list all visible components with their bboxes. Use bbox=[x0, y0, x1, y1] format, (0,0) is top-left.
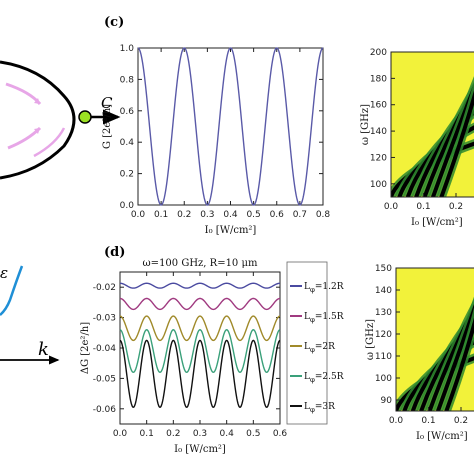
series-line-3 bbox=[119, 315, 281, 342]
x-tick-label: 0.5 bbox=[246, 429, 260, 439]
series-line-G bbox=[137, 47, 324, 206]
node-label: C bbox=[101, 94, 113, 112]
legend-entry: Lφ=1.2R bbox=[304, 282, 344, 294]
x-tick-label: 0.4 bbox=[220, 429, 235, 439]
y-tick-label: -0.04 bbox=[93, 344, 117, 354]
y-tick-label: 140 bbox=[370, 127, 387, 137]
series-line-1 bbox=[119, 282, 281, 289]
y-tick-label: 100 bbox=[375, 374, 392, 384]
x-tick-label: 0.0 bbox=[384, 202, 399, 212]
heatmap-fringe-dark bbox=[436, 304, 474, 411]
y-tick-label: 140 bbox=[375, 286, 392, 296]
x-tick-label: 0.4 bbox=[223, 210, 238, 220]
y-tick-label: 1.0 bbox=[120, 44, 135, 54]
plot-frame bbox=[137, 47, 324, 206]
legend-entry: Lφ=2.5R bbox=[304, 372, 344, 384]
series-line-2 bbox=[119, 297, 281, 311]
x-tick-label: 0.0 bbox=[131, 210, 146, 220]
y-tick-label: 0.2 bbox=[120, 170, 134, 180]
x-tick-label: 0.0 bbox=[389, 416, 404, 426]
heatmap-field bbox=[396, 268, 474, 411]
x-tick-label: 0.2 bbox=[177, 210, 191, 220]
series-line-5 bbox=[119, 339, 281, 409]
y-axis-label: ω [GHz] bbox=[365, 319, 376, 360]
y-tick-label: 180 bbox=[370, 74, 387, 84]
legend-entry: Lφ=2R bbox=[304, 342, 335, 354]
legend-box bbox=[286, 261, 328, 425]
x-tick-label: 0.1 bbox=[140, 429, 154, 439]
x-tick-label: 0.8 bbox=[316, 210, 331, 220]
x-tick-label: 0.1 bbox=[416, 202, 430, 212]
x-tick-label: 0.7 bbox=[293, 210, 307, 220]
y-tick-label: 150 bbox=[375, 264, 392, 274]
y-tick-label: 90 bbox=[381, 396, 393, 406]
dispersion-sketch bbox=[0, 265, 60, 365]
y-axis-label: G [2e²/h] bbox=[102, 104, 113, 149]
heatmap-bottom-right: 150 140 130 120 110 100 90 0.0 0.1 0.2 ω [GHz] I₀ [… bbox=[365, 264, 474, 442]
y-tick-label: 110 bbox=[375, 352, 392, 362]
x-tick-label: 0.1 bbox=[421, 416, 435, 426]
y-tick-label: 0.8 bbox=[120, 75, 135, 85]
y-tick-label: 120 bbox=[375, 330, 392, 340]
y-tick-label: -0.02 bbox=[93, 283, 116, 293]
y-tick-label: 130 bbox=[375, 308, 392, 318]
x-tick-label: 0.2 bbox=[449, 202, 463, 212]
legend-entry: Lφ=1.5R bbox=[304, 312, 344, 324]
plot-frame bbox=[395, 267, 474, 412]
x-tick-label: 0.5 bbox=[246, 210, 260, 220]
heatmap-field bbox=[391, 52, 474, 197]
y-tick-label: 0.0 bbox=[120, 201, 135, 211]
legend-entry: Lφ=3R bbox=[304, 402, 335, 414]
heatmap-fringe-dark bbox=[439, 90, 474, 197]
panel-label-d: (d) bbox=[104, 245, 125, 260]
heatmap-fringe-dark bbox=[444, 317, 474, 411]
lead-node bbox=[78, 110, 92, 124]
chart-title: ω=100 GHz, R=10 μm bbox=[143, 258, 258, 269]
axis-k-label: k bbox=[38, 339, 49, 360]
heatmap-fringe-dark bbox=[431, 82, 474, 197]
chart-c: 0.0 0.1 0.2 0.3 0.4 0.5 0.6 0.7 0.8 0.0 0.2 0.4 0.6 0… bbox=[102, 44, 330, 236]
x-axis-label: I₀ [W/cm²] bbox=[205, 225, 257, 236]
y-tick-label: -0.06 bbox=[93, 405, 117, 415]
x-tick-label: 0.1 bbox=[154, 210, 168, 220]
y-tick-label: -0.03 bbox=[93, 314, 116, 324]
partial-label: ε bbox=[0, 264, 8, 282]
y-tick-label: 160 bbox=[370, 101, 387, 111]
x-tick-label: 0.0 bbox=[113, 429, 128, 439]
series-line-4 bbox=[119, 329, 281, 374]
schematic-ring bbox=[0, 60, 121, 180]
heatmap-top-right: 200 180 160 140 120 100 0.0 0.1 0.2 ω [GHz] I₀ [W/… bbox=[360, 48, 474, 228]
y-tick-label: 200 bbox=[370, 48, 387, 58]
x-axis-label: I₀ [W/cm²] bbox=[411, 217, 463, 228]
y-tick-label: 0.6 bbox=[120, 107, 135, 117]
y-axis-label: ω [GHz] bbox=[360, 104, 371, 145]
x-tick-label: 0.2 bbox=[166, 429, 180, 439]
x-tick-label: 0.3 bbox=[200, 210, 214, 220]
y-axis-label: ΔG [2e²/h] bbox=[80, 322, 91, 374]
x-tick-label: 0.6 bbox=[270, 210, 285, 220]
y-tick-label: 120 bbox=[370, 153, 387, 163]
x-tick-label: 0.6 bbox=[273, 429, 288, 439]
chart-d: ω=100 GHz, R=10 μm 0.0 0.1 0.2 0.3 0.4 0.5 0.6 -… bbox=[80, 258, 344, 455]
y-tick-label: -0.05 bbox=[93, 374, 116, 384]
panel-label-c: (c) bbox=[104, 15, 124, 30]
x-tick-label: 0.3 bbox=[193, 429, 207, 439]
y-tick-label: 100 bbox=[370, 180, 387, 190]
x-axis-label: I₀ [W/cm²] bbox=[174, 444, 226, 455]
x-axis-label: I₀ [W/cm²] bbox=[416, 431, 468, 442]
x-tick-label: 0.2 bbox=[454, 416, 468, 426]
y-tick-label: 0.4 bbox=[120, 138, 135, 148]
plot-frame bbox=[390, 51, 474, 198]
